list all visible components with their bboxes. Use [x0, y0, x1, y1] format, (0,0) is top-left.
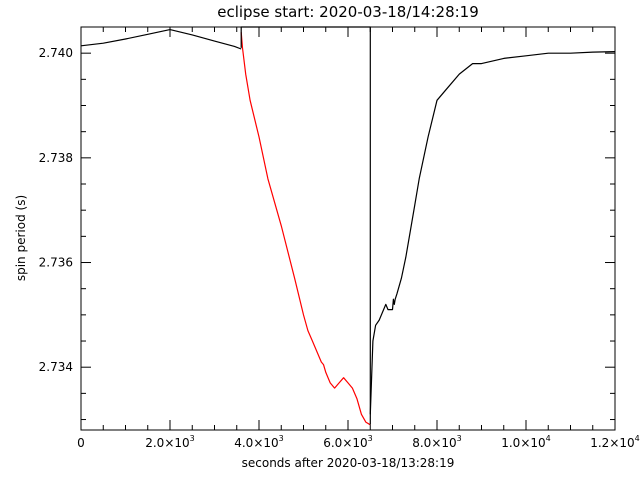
- y-tick-label: 2.738: [39, 151, 73, 165]
- x-tick-label: 1.0×104: [501, 434, 551, 450]
- axes: 0 2.0×103 4.0×103 6.0×103 8.0×103 1.0×104 1.2×…: [39, 26, 640, 450]
- series-line-1: [80, 29, 242, 50]
- x-axis-label: seconds after 2020-03-18/13:28:19: [242, 456, 455, 470]
- y-tick-label: 2.734: [39, 360, 73, 374]
- x-tick-label: 2.0×103: [145, 434, 195, 450]
- plot-frame: [80, 26, 616, 431]
- x-tick-label: 4.0×103: [234, 434, 284, 450]
- x-tick-label: 1.2×104: [590, 434, 640, 450]
- x-tick-label: 8.0×103: [412, 434, 462, 450]
- x-tick-label: 0: [77, 436, 85, 450]
- x-tick-label: 6.0×103: [323, 434, 373, 450]
- y-tick-label: 2.740: [39, 46, 73, 60]
- y-tick-label: 2.736: [39, 256, 73, 270]
- series-line-4: [369, 51, 616, 415]
- series-line-2: [240, 32, 371, 426]
- data-series: [80, 26, 616, 426]
- series-line-3: [240, 26, 371, 425]
- chart-title: eclipse start: 2020-03-18/14:28:19: [217, 3, 479, 21]
- y-axis-label: spin period (s): [14, 195, 28, 281]
